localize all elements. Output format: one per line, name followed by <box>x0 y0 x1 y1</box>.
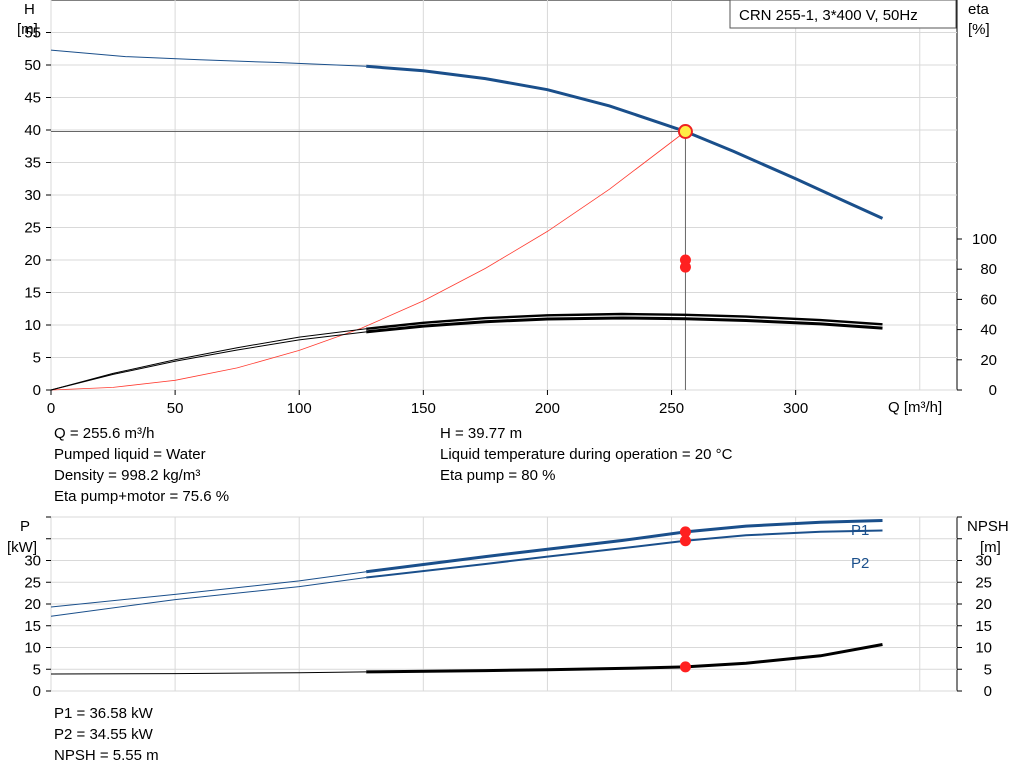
info-top-right: H = 39.77 m Liquid temperature during op… <box>440 423 732 486</box>
x-tick-label: 150 <box>411 400 436 417</box>
h-tick-label: 55 <box>24 25 41 42</box>
h-axis-unit: [m] <box>17 21 38 38</box>
p-axis-unit: [kW] <box>7 539 37 556</box>
pump-legend-box <box>729 0 957 29</box>
p-tick-label: 15 <box>24 618 41 635</box>
power-marker <box>679 661 691 673</box>
eta-tick-label: 20 <box>980 352 997 369</box>
p1-curve-thin <box>50 571 367 608</box>
p-tick-label: 5 <box>33 661 41 678</box>
top-grid <box>50 0 957 391</box>
system-curve <box>50 131 686 391</box>
npsh-tick-label: 10 <box>975 640 992 657</box>
h-tick-label: 45 <box>24 90 41 107</box>
eta-tick-label: 60 <box>980 291 997 308</box>
info-temperature: Liquid temperature during operation = 20… <box>440 446 733 463</box>
npsh-curve-thin <box>50 671 367 675</box>
p-tick-label: 0 <box>33 683 41 700</box>
eta-tick-label: 100 <box>972 231 997 248</box>
pump-legend-text: CRN 255-1, 3*400 V, 50Hz <box>739 7 918 24</box>
h-tick-label: 40 <box>24 122 41 139</box>
power-marker <box>679 526 691 538</box>
p1-series-label: P1 <box>851 522 869 539</box>
info-p1: P1 = 36.58 kW <box>54 705 153 722</box>
p2-curve-thick <box>366 529 883 579</box>
info-p2: P2 = 34.55 kW <box>54 726 153 743</box>
h-tick-label: 0 <box>33 382 41 399</box>
x-tick-label: 200 <box>535 400 560 417</box>
eta-tick-label: 40 <box>980 322 997 339</box>
eta-axis-unit: [%] <box>968 21 990 38</box>
npsh-tick-label: 0 <box>984 683 992 700</box>
p-axis-label: P <box>20 518 30 535</box>
h-axis-label: H <box>24 1 35 18</box>
bottom-curves <box>50 519 883 675</box>
info-eta-pump-motor: Eta pump+motor = 75.6 % <box>54 488 230 505</box>
npsh-tick-label: 5 <box>984 661 992 678</box>
info-head: H = 39.77 m <box>440 425 523 442</box>
eta-pump-motor-curve-thin <box>50 331 367 391</box>
top-markers <box>677 123 693 273</box>
eta-pump-curve-thin <box>50 328 367 391</box>
info-npsh: NPSH = 5.55 m <box>54 747 159 764</box>
h-tick-label: 50 <box>24 57 41 74</box>
p2-curve-thin <box>50 577 367 617</box>
info-bottom: P1 = 36.58 kW P2 = 34.55 kW NPSH = 5.55 … <box>54 703 159 766</box>
h-tick-label: 30 <box>24 187 41 204</box>
npsh-tick-label: 25 <box>975 574 992 591</box>
h-curve-thick <box>366 64 884 220</box>
eta-marker <box>679 261 691 273</box>
p1-curve-thick <box>366 519 883 574</box>
info-liquid: Pumped liquid = Water <box>54 446 206 463</box>
p-tick-label: 10 <box>24 640 41 657</box>
h-tick-label: 35 <box>24 155 41 172</box>
p-tick-label: 30 <box>24 553 41 570</box>
info-density: Density = 998.2 kg/m³ <box>54 467 201 484</box>
h-tick-label: 10 <box>24 317 41 334</box>
info-top-left: Q = 255.6 m³/h Pumped liquid = Water Den… <box>54 423 229 507</box>
h-curve-thin <box>50 49 367 67</box>
npsh-axis-label: NPSH <box>967 518 1009 535</box>
h-tick-label: 5 <box>33 350 41 367</box>
eta-axis-label: eta <box>968 1 990 18</box>
npsh-curve-thick <box>366 643 883 674</box>
x-tick-label: 50 <box>167 400 184 417</box>
top-curves <box>50 49 884 391</box>
x-tick-label: 300 <box>783 400 808 417</box>
x-tick-label: 100 <box>287 400 312 417</box>
npsh-axis-unit: [m] <box>980 539 1001 556</box>
duty-point <box>677 123 693 139</box>
h-tick-label: 15 <box>24 285 41 302</box>
q-axis-label: Q [m³/h] <box>888 399 942 416</box>
bottom-grid <box>50 516 957 692</box>
npsh-tick-label: 30 <box>975 553 992 570</box>
x-tick-label: 0 <box>47 400 55 417</box>
info-eta-pump: Eta pump = 80 % <box>440 467 556 484</box>
p-tick-label: 25 <box>24 574 41 591</box>
eta-pump-curve-thick <box>366 312 883 330</box>
x-tick-label: 250 <box>659 400 684 417</box>
bottom-axes: 0 5 10 15 20 25 30 0 5 10 15 20 25 30 <box>24 516 992 700</box>
h-tick-label: 25 <box>24 220 41 237</box>
p2-series-label: P2 <box>851 555 869 572</box>
npsh-tick-label: 15 <box>975 618 992 635</box>
bottom-markers <box>679 526 691 673</box>
npsh-tick-label: 20 <box>975 596 992 613</box>
power-marker <box>679 535 691 547</box>
eta-tick-label: 0 <box>989 382 997 399</box>
info-flow: Q = 255.6 m³/h <box>54 425 155 442</box>
eta-tick-label: 80 <box>980 261 997 278</box>
top-axes: 0 50 100 150 200 250 3000510152025303540455055… <box>24 25 997 418</box>
eta-pump-motor-curve-thick <box>366 316 883 334</box>
p-tick-label: 20 <box>24 596 41 613</box>
h-tick-label: 20 <box>24 252 41 269</box>
